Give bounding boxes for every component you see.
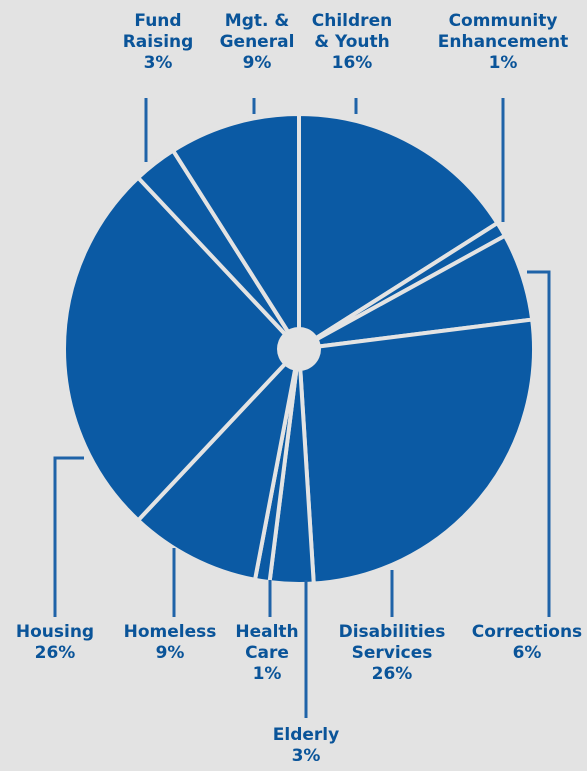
slice-label-disabilities-services: Disabilities Services 26% <box>339 622 446 684</box>
pie-slice-homeless <box>136 347 301 582</box>
slice-name-line: Mgt. & <box>225 11 290 31</box>
slice-percent: 16% <box>332 53 373 73</box>
slice-name-line: General <box>220 32 295 52</box>
slice-name-line: Elderly <box>273 725 339 745</box>
slice-name-line: Homeless <box>124 622 217 642</box>
slice-name-line: Services <box>352 643 433 663</box>
slice-label-health-care: Health Care 1% <box>235 622 298 684</box>
slice-percent: 9% <box>156 643 185 663</box>
slice-percent: 1% <box>489 53 518 73</box>
slice-labels: Children & Youth 16%Community Enhancement 1%… <box>16 11 582 766</box>
leader-line-housing <box>53 456 84 617</box>
slice-name-line: Enhancement <box>438 32 568 52</box>
slice-label-mgt-general: Mgt. & General 9% <box>220 11 295 73</box>
slice-label-homeless: Homeless 9% <box>124 622 217 663</box>
pie-slice-disabilities-services <box>297 317 536 586</box>
slice-percent: 1% <box>253 664 282 684</box>
slice-label-children-youth: Children & Youth 16% <box>312 11 392 73</box>
slice-name-line: Community <box>449 11 558 31</box>
slice-name-line: Housing <box>16 622 94 642</box>
pie-slices <box>62 112 536 586</box>
slice-name-line: Care <box>245 643 289 663</box>
slice-label-community-enhancement: Community Enhancement 1% <box>438 11 568 73</box>
slice-percent: 26% <box>35 643 76 663</box>
slice-percent: 9% <box>243 53 272 73</box>
slice-label-elderly: Elderly 3% <box>273 725 339 766</box>
leader-lines <box>53 98 551 718</box>
leader-line-corrections <box>527 270 551 617</box>
pie-slice-housing <box>62 175 301 523</box>
slice-name-line: Health <box>235 622 298 642</box>
slice-name-line: & Youth <box>314 32 390 52</box>
pie-slice-mgt-general <box>171 112 301 351</box>
pie-slice-children-youth <box>297 112 500 351</box>
slice-percent: 3% <box>144 53 173 73</box>
slice-name-line: Corrections <box>472 622 582 642</box>
slice-percent: 26% <box>372 664 413 684</box>
slice-label-housing: Housing 26% <box>16 622 94 663</box>
slice-name-line: Children <box>312 11 392 31</box>
slice-name-line: Disabilities <box>339 622 446 642</box>
slice-percent: 6% <box>513 643 542 663</box>
slice-name-line: Fund <box>134 11 181 31</box>
slice-percent: 3% <box>292 746 321 766</box>
slice-label-corrections: Corrections 6% <box>472 622 582 663</box>
slice-label-fund-raising: Fund Raising 3% <box>123 11 194 73</box>
slice-name-line: Raising <box>123 32 194 52</box>
pie-center-hole <box>277 327 321 371</box>
